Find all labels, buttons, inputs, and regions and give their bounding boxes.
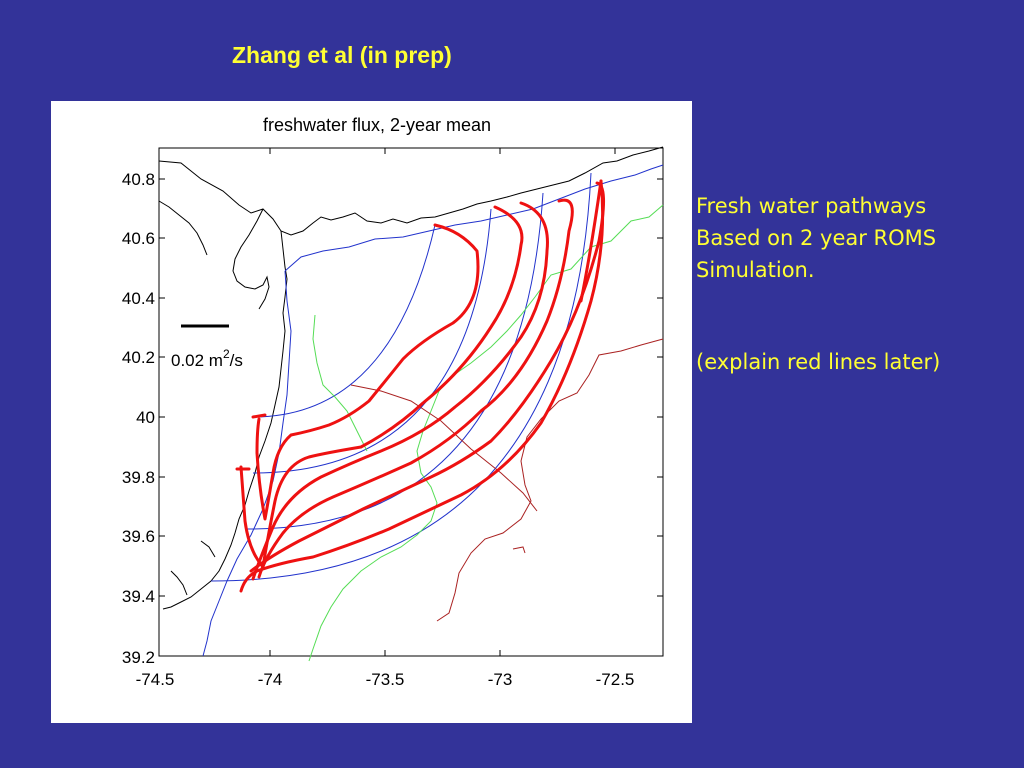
y-tick-label: 39.4 xyxy=(122,587,155,606)
y-tick-label: 40.6 xyxy=(122,229,155,248)
x-tick-labels: -74.5 -74 -73.5 -73 -72.5 xyxy=(136,670,635,689)
x-tick-label: -72.5 xyxy=(596,670,635,689)
red-ticks xyxy=(235,413,267,471)
red-pathway-4 xyxy=(257,198,574,579)
red-pathway-7 xyxy=(579,179,603,303)
x-tick-label: -73 xyxy=(488,670,513,689)
y-tick-label: 39.2 xyxy=(122,648,155,667)
y-tick-label: 39.6 xyxy=(122,527,155,546)
blue-arcs xyxy=(210,172,592,582)
freshwater-flux-map: freshwater flux, 2-year mean xyxy=(122,115,664,689)
x-tick-label: -74 xyxy=(258,670,283,689)
note-line: Based on 2 year ROMS xyxy=(696,226,937,250)
y-tick-label: 39.8 xyxy=(122,468,155,487)
y-tick-label: 40 xyxy=(136,408,155,427)
slide-title: Zhang et al (in prep) xyxy=(232,42,452,68)
note-gap xyxy=(696,286,1016,346)
green-contour xyxy=(308,204,664,662)
x-tick-label: -74.5 xyxy=(136,670,175,689)
note-line: Fresh water pathways xyxy=(696,194,927,218)
red-pathway-1 xyxy=(255,223,480,521)
y-tick-labels: 40.8 40.6 40.4 40.2 40 39.8 39.6 39.4 39… xyxy=(122,170,155,667)
brown-contour xyxy=(350,338,664,622)
note-line: (explain red lines later) xyxy=(696,350,941,374)
red-pathway-2 xyxy=(239,205,524,569)
freshwater-flux-figure: freshwater flux, 2-year mean xyxy=(51,101,692,723)
axes-box xyxy=(158,147,664,657)
x-tick-label: -73.5 xyxy=(366,670,405,689)
scale-bar-label: 0.02 m2/s xyxy=(171,347,243,370)
slide-notes: Fresh water pathways Based on 2 year ROM… xyxy=(696,190,1016,378)
y-ticks xyxy=(159,178,663,597)
figure-title: freshwater flux, 2-year mean xyxy=(263,115,491,135)
x-ticks xyxy=(269,148,616,656)
red-pathway-6 xyxy=(249,181,606,573)
y-tick-label: 40.8 xyxy=(122,170,155,189)
y-tick-label: 40.4 xyxy=(122,289,155,308)
y-tick-label: 40.2 xyxy=(122,348,155,367)
red-pathway-5 xyxy=(239,179,605,593)
shelf-contour xyxy=(202,164,664,657)
freshwater-pathways xyxy=(235,179,606,593)
note-line: Simulation. xyxy=(696,258,815,282)
red-pathway-3 xyxy=(251,201,549,581)
